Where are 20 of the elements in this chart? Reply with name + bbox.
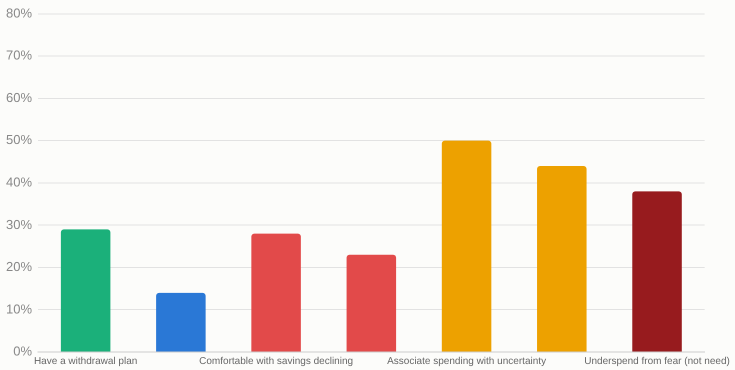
x-tick-label: Comfortable with savings declining xyxy=(199,356,354,367)
bar xyxy=(251,234,301,352)
x-tick-label: Associate spending with uncertainty xyxy=(387,356,546,367)
bar xyxy=(632,191,682,352)
y-tick-label: 0% xyxy=(13,344,32,359)
y-tick-label: 40% xyxy=(6,174,32,190)
bar xyxy=(60,229,110,352)
x-tick-label: Underspend from fear (not need) xyxy=(584,356,730,367)
bar xyxy=(156,292,206,352)
x-tick-label: Have a withdrawal plan xyxy=(34,356,138,367)
bar xyxy=(537,166,587,352)
bar xyxy=(442,140,492,352)
y-tick-label: 20% xyxy=(6,259,32,274)
y-tick-label: 50% xyxy=(6,132,32,148)
y-tick-label: 10% xyxy=(6,301,32,316)
y-tick-label: 80% xyxy=(6,5,32,20)
y-tick-label: 30% xyxy=(6,216,32,232)
y-tick-label: 70% xyxy=(6,48,32,63)
bar xyxy=(346,254,396,352)
y-tick-label: 60% xyxy=(6,90,32,105)
